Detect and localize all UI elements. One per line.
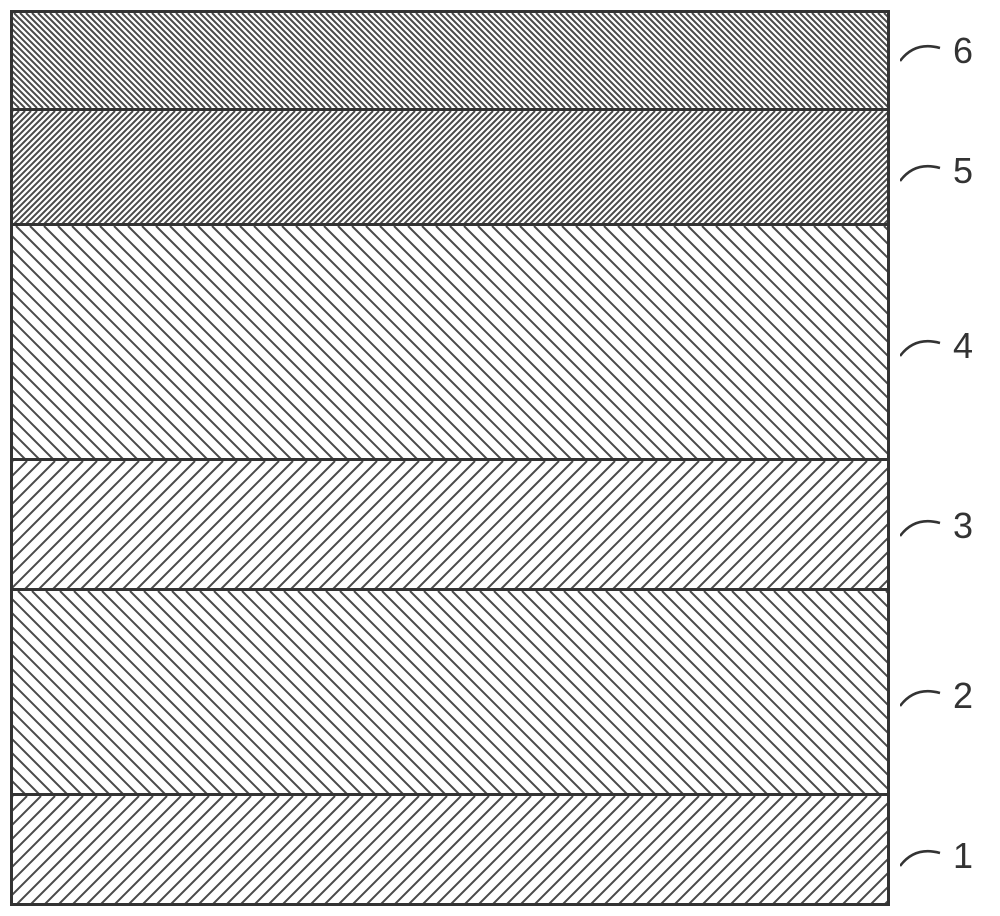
- layer-label-text: 1: [953, 835, 973, 877]
- label-2: 2: [900, 675, 973, 717]
- label-6: 6: [900, 30, 973, 72]
- label-1: 1: [900, 835, 973, 877]
- layer-5: [13, 108, 887, 223]
- leader-line-icon: [900, 331, 945, 361]
- layer-label-text: 5: [953, 150, 973, 192]
- label-3: 3: [900, 505, 973, 547]
- layer-label-text: 3: [953, 505, 973, 547]
- layered-diagram: 654321: [10, 10, 900, 906]
- label-4: 4: [900, 325, 973, 367]
- layer-1: [13, 793, 887, 903]
- leader-line-icon: [900, 841, 945, 871]
- layer-4: [13, 223, 887, 458]
- layer-6: [13, 13, 887, 108]
- leader-line-icon: [900, 156, 945, 186]
- layer-2: [13, 588, 887, 793]
- layer-label-text: 6: [953, 30, 973, 72]
- leader-line-icon: [900, 36, 945, 66]
- leader-line-icon: [900, 681, 945, 711]
- layer-label-text: 4: [953, 325, 973, 367]
- layer-3: [13, 458, 887, 588]
- layer-stack: [10, 10, 890, 906]
- leader-line-icon: [900, 511, 945, 541]
- label-5: 5: [900, 150, 973, 192]
- layer-label-text: 2: [953, 675, 973, 717]
